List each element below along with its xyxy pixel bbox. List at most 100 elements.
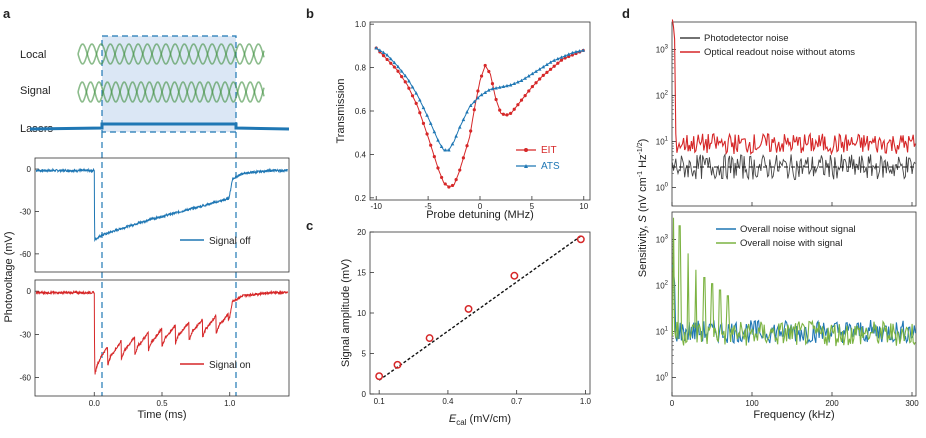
point-eit: [516, 103, 520, 107]
point-eit: [490, 82, 495, 86]
xtick-label: 10: [579, 202, 588, 211]
point-eit: [501, 112, 505, 116]
point-ats: [552, 58, 556, 62]
point-ats: [388, 56, 393, 61]
point-ats: [465, 110, 469, 114]
xtick-label: 0: [670, 399, 675, 408]
wave-line-2: [77, 81, 265, 103]
point-eit: [512, 107, 516, 111]
point-ats: [566, 52, 571, 56]
xtick-label: 0.5: [156, 399, 168, 408]
panel-b-label: b: [306, 6, 314, 21]
xtick-label: 1.0: [580, 397, 592, 406]
point-ats: [490, 86, 495, 91]
point-ats: [443, 148, 448, 152]
local-label: Local: [20, 49, 46, 61]
xtick-label: 0.7: [511, 397, 523, 406]
point-ats: [476, 95, 480, 100]
point-eit: [559, 58, 564, 62]
series-noise-without-signal: [671, 264, 916, 345]
data-point: [375, 372, 384, 381]
legend-eit-marker: [524, 148, 528, 152]
xtick-label: 5: [530, 202, 535, 211]
point-eit: [447, 185, 451, 189]
xtick-label: -5: [425, 202, 433, 211]
point-ats: [457, 125, 462, 129]
legend-eit-label: EIT: [541, 145, 557, 156]
point-eit: [440, 175, 444, 180]
point-eit: [548, 67, 553, 71]
point-eit: [454, 177, 458, 182]
point-eit: [418, 111, 422, 115]
point-ats: [526, 74, 531, 78]
ytick-label: 0.6: [355, 107, 367, 116]
time-axis-ticks: 0.0 0.5 1.0: [89, 392, 236, 408]
xtick-label: 0: [478, 202, 483, 211]
data-point: [576, 235, 585, 244]
point-ats: [410, 85, 415, 89]
xtick-label: 1.0: [224, 399, 236, 408]
panel-d: 100 101 102 103 100 101 102 103 0 100 200 300 Photo…: [637, 19, 919, 421]
point-eit: [494, 97, 498, 102]
point-eit: [465, 144, 469, 148]
point-eit: [396, 69, 400, 73]
point-eit: [461, 156, 465, 160]
point-eit: [469, 129, 473, 133]
point-eit: [538, 77, 542, 81]
point-eit: [519, 98, 524, 102]
ytick-label: 101: [656, 327, 669, 337]
panel-b: -10 -5 0 5 10 0.2 0.4 0.6 0.8 1.0 EIT ATS Probe de…: [335, 20, 591, 221]
signal-waveform: [77, 81, 265, 103]
ytick-label: 102: [656, 281, 669, 291]
wave-line-1: [77, 81, 265, 103]
ytick-label: 15: [357, 269, 366, 278]
point-eit: [545, 70, 549, 74]
point-ats: [574, 49, 578, 54]
point-eit: [400, 74, 404, 79]
point-ats: [468, 103, 473, 107]
frequency-axis-label: Frequency (kHz): [753, 409, 834, 421]
panel-c-series: [375, 235, 585, 381]
point-eit: [429, 143, 433, 147]
point-ats: [381, 50, 386, 55]
legend-signal-on: Signal on: [209, 360, 251, 371]
point-eit: [385, 57, 389, 62]
point-ats: [501, 84, 506, 88]
data-point: [425, 334, 434, 343]
point-ats: [497, 85, 502, 89]
point-eit: [458, 168, 462, 172]
point-eit: [527, 89, 531, 93]
ytick-label: 100: [656, 183, 669, 193]
sensitivity-axis-label: Sensitivity, S (nV cm-1 Hz-1/2): [637, 139, 649, 278]
ytick-label: 0.8: [355, 64, 367, 73]
xtick-label: 0.1: [374, 397, 386, 406]
series-line-eit: [375, 47, 585, 188]
point-ats: [534, 69, 538, 73]
point-eit: [421, 121, 426, 125]
panel-b-legend: EIT ATS: [516, 145, 560, 172]
xtick-label: 0.4: [442, 397, 454, 406]
ytick-label: -60: [19, 374, 31, 383]
point-ats: [577, 49, 582, 53]
xtick-label: 300: [905, 399, 919, 408]
transmission-label: Transmission: [335, 79, 347, 144]
panel-d-series: [671, 19, 916, 347]
point-eit: [425, 132, 429, 136]
point-ats: [508, 83, 513, 87]
ytick-label: 101: [656, 137, 669, 147]
point-eit: [505, 113, 509, 117]
point-ats: [385, 53, 389, 57]
point-eit: [443, 182, 447, 186]
series-photodetector-noise: [671, 152, 916, 181]
trace-signal-off: [35, 167, 289, 243]
legend-ats-label: ATS: [541, 161, 560, 172]
ytick-label: 0.2: [355, 194, 367, 203]
point-ats: [421, 105, 426, 110]
series-line-ats: [375, 47, 584, 151]
point-ats: [505, 83, 509, 88]
point-ats: [523, 76, 527, 80]
point-ats: [439, 144, 444, 148]
probe-detuning-label: Probe detuning (MHz): [426, 209, 534, 221]
point-eit: [498, 108, 502, 112]
ytick-label: 0: [362, 390, 367, 399]
